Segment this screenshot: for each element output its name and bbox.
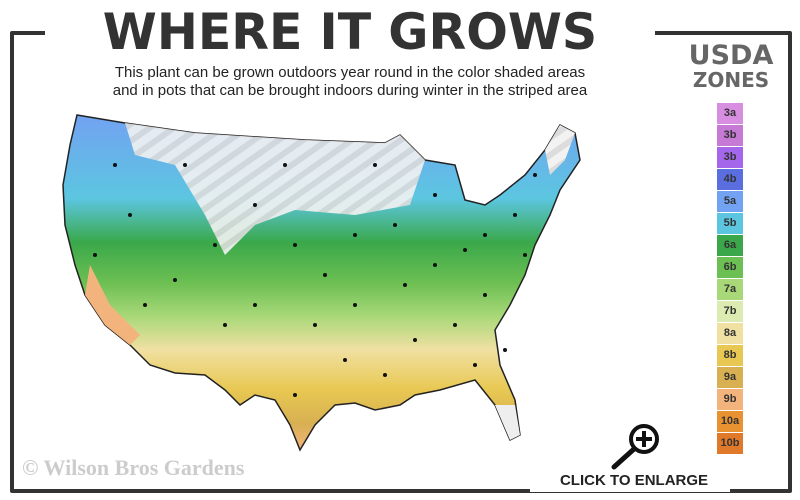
zone-legend: 3a 3b 3b 4b 5a 5b 6a 6b 7a 7b 8a 8b 9a 9b 10a 10b bbox=[717, 103, 743, 455]
zone-swatch-9a: 9a bbox=[717, 367, 743, 389]
california-coast bbox=[85, 265, 140, 345]
zone-swatch-4b: 4b bbox=[717, 169, 743, 191]
city-dot bbox=[128, 213, 132, 217]
zone-swatch-9b: 9b bbox=[717, 389, 743, 411]
city-dot bbox=[393, 223, 397, 227]
city-dot bbox=[313, 323, 317, 327]
city-dot bbox=[523, 253, 527, 257]
zone-swatch-5b: 5b bbox=[717, 213, 743, 235]
city-dot bbox=[353, 303, 357, 307]
city-dot bbox=[463, 248, 467, 252]
city-dot bbox=[223, 323, 227, 327]
city-dot bbox=[213, 243, 217, 247]
city-dot bbox=[343, 358, 347, 362]
zone-swatch-5a: 5a bbox=[717, 191, 743, 213]
city-dot bbox=[353, 233, 357, 237]
city-dot bbox=[433, 193, 437, 197]
striped-area bbox=[125, 123, 425, 255]
city-dot bbox=[433, 263, 437, 267]
city-dot bbox=[253, 303, 257, 307]
subtitle: This plant can be grown outdoors year ro… bbox=[40, 64, 660, 100]
frame-gap-enlarge bbox=[530, 478, 730, 492]
city-dot bbox=[373, 163, 377, 167]
city-dot bbox=[293, 243, 297, 247]
zone-swatch-7a: 7a bbox=[717, 279, 743, 301]
city-dot bbox=[293, 393, 297, 397]
zone-swatch-10b: 10b bbox=[717, 433, 743, 455]
zone-swatch-6a: 6a bbox=[717, 235, 743, 257]
city-markers bbox=[93, 163, 537, 397]
zone-swatch-7b: 7b bbox=[717, 301, 743, 323]
legend-title: USDA ZONES bbox=[676, 40, 786, 92]
zone-swatch-3b: 3b bbox=[717, 125, 743, 147]
city-dot bbox=[93, 253, 97, 257]
page-title: WHERE IT GROWS bbox=[102, 3, 598, 61]
city-dot bbox=[143, 303, 147, 307]
city-dot bbox=[503, 348, 507, 352]
city-dot bbox=[183, 163, 187, 167]
zone-swatch-8b: 8b bbox=[717, 345, 743, 367]
zone-swatch-3a: 3a bbox=[717, 103, 743, 125]
city-dot bbox=[113, 163, 117, 167]
zone-swatch-6b: 6b bbox=[717, 257, 743, 279]
city-dot bbox=[323, 273, 327, 277]
click-to-enlarge-button[interactable]: CLICK TO ENLARGE bbox=[559, 472, 709, 489]
city-dot bbox=[483, 293, 487, 297]
city-dot bbox=[483, 233, 487, 237]
zone-swatch-8a: 8a bbox=[717, 323, 743, 345]
frame-gap-title bbox=[45, 25, 655, 39]
city-dot bbox=[413, 338, 417, 342]
city-dot bbox=[383, 373, 387, 377]
usda-zone-map[interactable] bbox=[55, 105, 615, 455]
zone-swatch-10a: 10a bbox=[717, 411, 743, 433]
city-dot bbox=[283, 163, 287, 167]
city-dot bbox=[253, 203, 257, 207]
city-dot bbox=[403, 283, 407, 287]
city-dot bbox=[533, 173, 537, 177]
city-dot bbox=[173, 278, 177, 282]
city-dot bbox=[513, 213, 517, 217]
zoom-in-magnifier-icon[interactable] bbox=[608, 422, 664, 472]
florida-tip bbox=[495, 405, 520, 440]
copyright-watermark: © Wilson Bros Gardens bbox=[22, 455, 245, 480]
zone-swatch-3b: 3b bbox=[717, 147, 743, 169]
subtitle-line-2: and in pots that can be brought indoors … bbox=[112, 82, 588, 99]
city-dot bbox=[473, 363, 477, 367]
subtitle-line-1: This plant can be grown outdoors year ro… bbox=[114, 64, 586, 81]
legend-title-line-2: ZONES bbox=[692, 68, 770, 92]
striped-area-northeast bbox=[545, 125, 575, 175]
city-dot bbox=[453, 323, 457, 327]
legend-title-line-1: USDA bbox=[688, 40, 774, 71]
